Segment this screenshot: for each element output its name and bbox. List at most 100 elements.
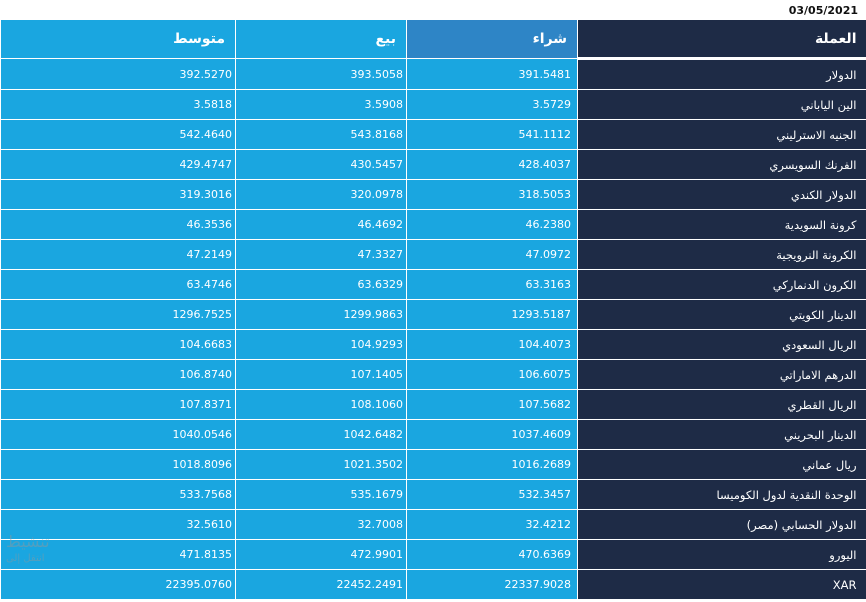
average-rate-cell: 22395.0760 (0, 569, 236, 600)
table-row: الجنيه الاسترليني 541.1112 543.8168 542.464… (0, 119, 866, 150)
currency-name-cell: الدولار (577, 58, 866, 90)
average-rate-cell-value: 319.3016 (179, 188, 233, 201)
average-rate-cell-value: 107.8371 (179, 398, 233, 411)
sell-rate-cell: 472.9901 (235, 539, 407, 570)
sell-rate-cell: 1021.3502 (235, 449, 407, 480)
sell-rate-cell-value: 47.3327 (357, 248, 404, 261)
average-rate-cell-value: 542.4640 (179, 128, 233, 141)
sell-rate-cell-value: 108.1060 (350, 398, 404, 411)
currency-name-cell: الريال السعودي (577, 329, 866, 360)
sell-rate-cell: 3.5908 (235, 89, 407, 120)
sell-rate-cell: 63.6329 (235, 269, 407, 300)
currency-name-cell: كرونة السويدية (577, 209, 866, 240)
buy-rate-cell: 1016.2689 (406, 449, 578, 480)
buy-rate-cell: 46.2380 (406, 209, 578, 240)
currency-name-cell: الفرنك السويسري (577, 149, 866, 180)
sell-rate-cell: 393.5058 (235, 58, 407, 90)
average-rate-cell-value: 32.5610 (186, 518, 233, 531)
currency-name-cell: الدرهم الاماراتي (577, 359, 866, 390)
average-rate-cell-value: 22395.0760 (165, 578, 232, 591)
header-currency: العملة (577, 20, 866, 60)
buy-rate-cell-value: 428.4037 (518, 158, 572, 171)
buy-rate-cell-value: 1293.5187 (511, 308, 572, 321)
exchange-rates-table: العملة شراء بيع متوسط الدولار 391.5481 393… (0, 20, 866, 600)
sell-rate-cell: 47.3327 (235, 239, 407, 270)
table-row: الدولار 391.5481 393.5058 392.5270 (0, 58, 866, 90)
buy-rate-cell: 22337.9028 (406, 569, 578, 600)
buy-rate-cell: 318.5053 (406, 179, 578, 210)
sell-rate-cell: 320.0978 (235, 179, 407, 210)
average-rate-cell-value: 46.3536 (186, 218, 233, 231)
sell-rate-cell: 107.1405 (235, 359, 407, 390)
header-buy: شراء (406, 20, 578, 59)
buy-rate-cell-value: 391.5481 (518, 67, 572, 81)
currency-name-cell: الين الياباني (577, 89, 866, 120)
sell-rate-cell-value: 393.5058 (350, 67, 404, 81)
average-rate-cell-value: 392.5270 (179, 67, 233, 81)
sell-rate-cell: 46.4692 (235, 209, 407, 240)
currency-name-cell: اليورو (577, 539, 866, 570)
buy-rate-cell: 106.6075 (406, 359, 578, 390)
table-row: الدرهم الاماراتي 106.6075 107.1405 106.8740 (0, 359, 866, 390)
sell-rate-cell-value: 472.9901 (350, 548, 404, 561)
average-rate-cell-value: 429.4747 (179, 158, 233, 171)
buy-rate-cell-value: 532.3457 (518, 488, 572, 501)
sell-rate-cell-value: 63.6329 (357, 278, 404, 291)
average-rate-cell-value: 106.8740 (179, 368, 233, 381)
rates-date: 03/05/2021 (788, 4, 858, 17)
average-rate-cell: 1296.7525 (0, 299, 236, 330)
sell-rate-cell-value: 320.0978 (350, 188, 404, 201)
sell-rate-cell: 1042.6482 (235, 419, 407, 450)
currency-name-cell: الدينار الكويتي (577, 299, 866, 330)
buy-rate-cell: 107.5682 (406, 389, 578, 420)
average-rate-cell-value: 3.5818 (193, 98, 233, 111)
average-rate-cell: 3.5818 (0, 89, 236, 120)
sell-rate-cell-value: 1042.6482 (343, 428, 404, 441)
currency-name-cell: الدولار الكندي (577, 179, 866, 210)
table-row: الريال القطري 107.5682 108.1060 107.8371 (0, 389, 866, 420)
table-row: الكرونة النرويجية 47.0972 47.3327 47.2149 (0, 239, 866, 270)
average-rate-cell-value: 533.7568 (179, 488, 233, 501)
header-sell: بيع (235, 20, 407, 59)
sell-rate-cell: 22452.2491 (235, 569, 407, 600)
sell-rate-cell-value: 430.5457 (350, 158, 404, 171)
activation-watermark: تنشيط انتقل إلى (6, 532, 50, 564)
sell-rate-cell-value: 3.5908 (364, 98, 404, 111)
buy-rate-cell-value: 470.6369 (518, 548, 572, 561)
buy-rate-cell: 104.4073 (406, 329, 578, 360)
buy-rate-cell-value: 1016.2689 (511, 458, 572, 471)
table-row: الدولار الحسابي (مصر) 32.4212 32.7008 32.56… (0, 509, 866, 540)
currency-name-cell: الدولار الحسابي (مصر) (577, 509, 866, 540)
sell-rate-cell: 104.9293 (235, 329, 407, 360)
currency-name-cell: الريال القطري (577, 389, 866, 420)
table-row: الريال السعودي 104.4073 104.9293 104.6683 (0, 329, 866, 360)
average-rate-cell: 32.5610 (0, 509, 236, 540)
average-rate-cell: 1018.8096 (0, 449, 236, 480)
average-rate-cell: 47.2149 (0, 239, 236, 270)
buy-rate-cell: 32.4212 (406, 509, 578, 540)
buy-rate-cell-value: 47.0972 (525, 248, 572, 261)
sell-rate-cell: 535.1679 (235, 479, 407, 510)
table-row: الدولار الكندي 318.5053 320.0978 319.3016 (0, 179, 866, 210)
average-rate-cell: 542.4640 (0, 119, 236, 150)
average-rate-cell-value: 47.2149 (186, 248, 233, 261)
buy-rate-cell-value: 3.5729 (532, 98, 572, 111)
buy-rate-cell-value: 63.3163 (525, 278, 572, 291)
buy-rate-cell-value: 541.1112 (518, 128, 572, 141)
buy-rate-cell: 391.5481 (406, 58, 578, 90)
table-row: كرونة السويدية 46.2380 46.4692 46.3536 (0, 209, 866, 240)
watermark-line1: تنشيط (6, 532, 50, 551)
table-body: الدولار 391.5481 393.5058 392.5270 الين اليا… (0, 58, 866, 600)
header-average: متوسط (0, 20, 236, 59)
table-header-row: العملة شراء بيع متوسط (0, 20, 866, 60)
average-rate-cell-value: 471.8135 (179, 548, 233, 561)
sell-rate-cell-value: 107.1405 (350, 368, 404, 381)
average-rate-cell-value: 1040.0546 (172, 428, 233, 441)
currency-name-cell: الكرونة النرويجية (577, 239, 866, 270)
currency-name-cell: الدينار البحريني (577, 419, 866, 450)
buy-rate-cell: 3.5729 (406, 89, 578, 120)
average-rate-cell-value: 63.4746 (186, 278, 233, 291)
buy-rate-cell-value: 104.4073 (518, 338, 572, 351)
sell-rate-cell-value: 32.7008 (357, 518, 404, 531)
average-rate-cell: 533.7568 (0, 479, 236, 510)
